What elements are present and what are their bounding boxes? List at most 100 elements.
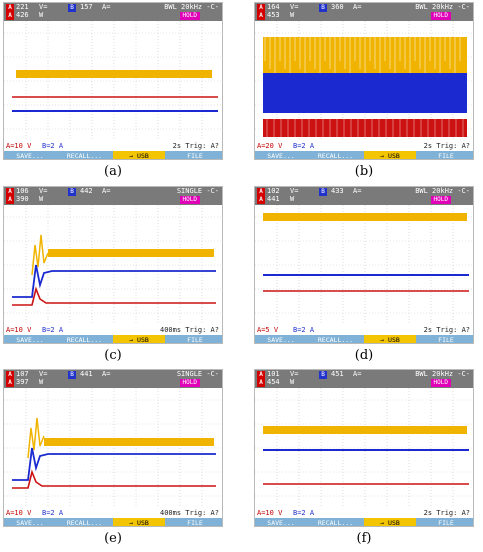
scale-a: A=10 V: [6, 326, 32, 334]
scale-b: B=2 A: [42, 142, 64, 150]
channel-a-badge: A: [6, 4, 14, 12]
softkey-file-options[interactable]: FILE OPTIONS...: [187, 152, 203, 160]
reading-3: 157: [80, 3, 93, 11]
waveform-svg: [255, 205, 473, 325]
softkey-file-options[interactable]: FILE OPTIONS...: [187, 336, 203, 344]
panel-caption: (a): [104, 164, 122, 179]
scale-b: B=2 A: [293, 142, 315, 150]
scale-a: A=10 V: [6, 509, 32, 517]
softkey-usb[interactable]: → USB: [113, 335, 165, 343]
reading-3: 451: [331, 370, 344, 378]
softkey-recall[interactable]: RECALL...: [317, 336, 354, 344]
softkey-recall[interactable]: RECALL...: [317, 519, 354, 527]
scale-footer: A=20 V B=2 A 2s Trig: A?: [255, 141, 473, 151]
unit-1: V=: [290, 187, 299, 195]
channel-a-badge: A: [6, 12, 14, 20]
reading-1: 221: [16, 3, 29, 11]
timebase-trigger: 2s Trig: A?: [172, 142, 219, 150]
softkey-usb[interactable]: → USB: [364, 518, 416, 526]
waveform-plot: [4, 388, 222, 508]
softkey-usb[interactable]: → USB: [364, 335, 416, 343]
timebase-trigger: 2s Trig: A?: [423, 326, 470, 334]
panel-caption: (e): [104, 531, 122, 546]
softkey-recall[interactable]: RECALL...: [66, 336, 103, 344]
softkey-file-options[interactable]: FILE OPTIONS...: [438, 152, 454, 160]
softkey-save[interactable]: SAVE...: [267, 336, 295, 344]
softkey-file-options[interactable]: FILE OPTIONS...: [438, 336, 454, 344]
softkey-usb[interactable]: → USB: [113, 151, 165, 159]
softkey-recall[interactable]: RECALL...: [66, 152, 103, 160]
scale-footer: A=10 V B=2 A 2s Trig: A?: [4, 141, 222, 151]
unit-3: A=: [353, 187, 362, 195]
channel-a-badge: A: [6, 379, 14, 387]
reading-1: 101: [267, 370, 280, 378]
softkey-file-options[interactable]: FILE OPTIONS...: [187, 519, 203, 527]
scale-a: A=20 V: [257, 142, 283, 150]
scale-footer: A=5 V B=2 A 2s Trig: A?: [255, 325, 473, 335]
unit-2: W: [39, 195, 44, 203]
channel-a-badge: A: [257, 12, 265, 20]
channel-b-badge: B: [68, 188, 76, 196]
softkey-recall[interactable]: RECALL...: [66, 519, 103, 527]
channel-b-badge: B: [68, 4, 76, 12]
waveform-svg: [255, 388, 473, 508]
timebase-trigger: 2s Trig: A?: [423, 142, 470, 150]
reading-3: 360: [331, 3, 344, 11]
timebase-trigger: 400ms Trig: A?: [159, 326, 219, 334]
softkey-usb[interactable]: → USB: [364, 151, 416, 159]
timebase-trigger: 400ms Trig: A?: [159, 509, 219, 517]
unit-3: A=: [102, 3, 111, 11]
softkey-recall[interactable]: RECALL...: [317, 152, 354, 160]
reading-3: 433: [331, 187, 344, 195]
unit-2: W: [290, 378, 295, 386]
softkey-save[interactable]: SAVE...: [16, 152, 44, 160]
waveform-svg: [4, 205, 222, 325]
scale-b: B=2 A: [42, 509, 64, 517]
unit-2: W: [39, 11, 44, 19]
channel-a-badge: A: [6, 196, 14, 204]
waveform-plot: [255, 21, 473, 141]
hold-badge: HOLD: [179, 196, 200, 204]
panel-caption: (c): [104, 348, 122, 363]
softkey-file-options[interactable]: FILE OPTIONS...: [438, 519, 454, 527]
scale-footer: A=10 V B=2 A 400ms Trig: A?: [4, 508, 222, 518]
scale-b: B=2 A: [293, 509, 315, 517]
scale-a: A=10 V: [6, 142, 32, 150]
mode-label: BWL 20kHz -C-: [415, 370, 470, 378]
softkey-save[interactable]: SAVE...: [16, 519, 44, 527]
softkey-save[interactable]: SAVE...: [267, 152, 295, 160]
scale-footer: A=10 V B=2 A 2s Trig: A?: [255, 508, 473, 518]
channel-a-badge: A: [6, 371, 14, 379]
waveform-plot: [4, 21, 222, 141]
softkey-usb[interactable]: → USB: [113, 518, 165, 526]
unit-1: V=: [39, 3, 48, 11]
hold-badge: HOLD: [430, 12, 451, 20]
mode-label: SINGLE -C-: [176, 187, 219, 195]
panel-caption: (f): [356, 531, 372, 546]
channel-a-badge: A: [257, 4, 265, 12]
waveform-svg: [4, 21, 222, 141]
waveform-svg: [255, 21, 473, 141]
scale-footer: A=10 V B=2 A 400ms Trig: A?: [4, 325, 222, 335]
softkey-save[interactable]: SAVE...: [16, 336, 44, 344]
waveform-plot: [4, 205, 222, 325]
softkey-save[interactable]: SAVE...: [267, 519, 295, 527]
timebase-trigger: 2s Trig: A?: [423, 509, 470, 517]
hold-badge: HOLD: [430, 196, 451, 204]
unit-3: A=: [102, 187, 111, 195]
unit-1: V=: [290, 3, 299, 11]
